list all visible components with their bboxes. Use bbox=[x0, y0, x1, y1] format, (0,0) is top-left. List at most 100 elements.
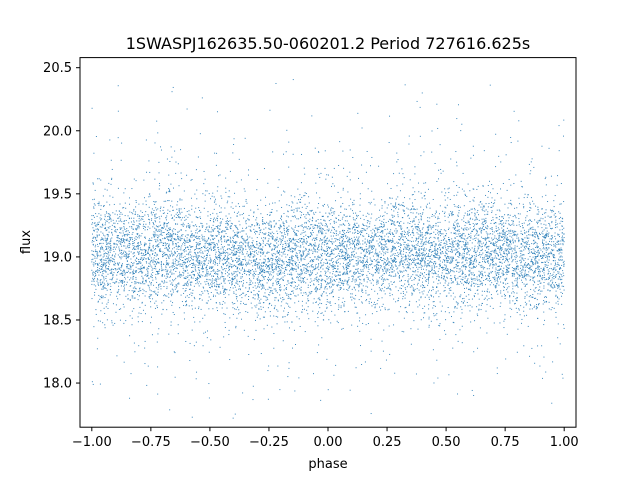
data-point bbox=[500, 247, 502, 249]
data-point bbox=[285, 236, 287, 238]
data-point bbox=[235, 308, 237, 310]
data-point bbox=[318, 249, 320, 251]
data-point bbox=[425, 232, 427, 234]
data-point bbox=[464, 227, 466, 229]
data-point bbox=[509, 307, 511, 309]
data-point bbox=[279, 285, 281, 287]
data-point bbox=[184, 244, 186, 246]
data-point bbox=[482, 185, 484, 187]
data-point bbox=[316, 352, 318, 354]
data-point bbox=[173, 263, 175, 265]
data-point bbox=[436, 180, 438, 182]
data-point bbox=[436, 319, 438, 321]
data-point bbox=[402, 298, 404, 300]
data-point bbox=[161, 242, 163, 244]
data-point bbox=[167, 229, 169, 231]
data-point bbox=[359, 283, 361, 285]
data-point bbox=[280, 289, 282, 291]
data-point bbox=[111, 178, 113, 180]
data-point bbox=[540, 282, 542, 284]
data-point bbox=[448, 282, 450, 284]
data-point bbox=[208, 225, 210, 227]
data-point bbox=[215, 251, 217, 253]
data-point bbox=[305, 265, 307, 267]
data-point bbox=[505, 295, 507, 297]
data-point bbox=[388, 261, 390, 263]
data-point bbox=[150, 260, 152, 262]
data-point bbox=[327, 267, 329, 269]
data-point bbox=[362, 240, 364, 242]
data-point bbox=[126, 260, 128, 262]
data-point bbox=[470, 285, 472, 287]
data-point bbox=[242, 253, 244, 255]
data-point bbox=[282, 222, 284, 224]
data-point bbox=[119, 232, 121, 234]
data-point bbox=[171, 295, 173, 297]
data-point bbox=[208, 397, 210, 399]
data-point bbox=[166, 273, 168, 275]
data-point bbox=[417, 226, 419, 228]
data-point bbox=[273, 347, 275, 349]
data-point bbox=[368, 253, 370, 255]
data-point bbox=[167, 276, 169, 278]
data-point bbox=[354, 224, 356, 226]
data-point bbox=[556, 284, 558, 286]
data-point bbox=[466, 253, 468, 255]
data-point bbox=[132, 276, 134, 278]
data-point bbox=[105, 277, 107, 279]
data-point bbox=[422, 258, 424, 260]
data-point bbox=[137, 299, 139, 301]
data-point bbox=[493, 322, 495, 324]
data-point bbox=[551, 227, 553, 229]
data-point bbox=[464, 274, 466, 276]
data-point bbox=[402, 265, 404, 267]
data-point bbox=[138, 234, 140, 236]
data-point bbox=[192, 235, 194, 237]
data-point bbox=[189, 281, 191, 283]
data-point bbox=[518, 308, 520, 310]
data-point bbox=[415, 373, 417, 375]
data-point bbox=[254, 230, 256, 232]
data-point bbox=[371, 313, 373, 315]
data-point bbox=[221, 273, 223, 275]
data-point bbox=[332, 268, 334, 270]
data-point bbox=[262, 284, 264, 286]
data-point bbox=[150, 282, 152, 283]
data-point bbox=[92, 237, 94, 239]
data-point bbox=[518, 309, 520, 311]
data-point bbox=[469, 267, 471, 269]
data-point bbox=[358, 177, 360, 179]
data-point bbox=[190, 281, 192, 283]
data-point bbox=[286, 221, 288, 223]
data-point bbox=[375, 269, 377, 271]
data-point bbox=[559, 251, 561, 253]
data-point bbox=[283, 224, 284, 226]
data-point bbox=[430, 244, 432, 246]
data-point bbox=[464, 276, 466, 278]
data-point bbox=[458, 225, 460, 227]
data-point bbox=[252, 286, 254, 288]
data-point bbox=[156, 245, 158, 247]
data-point bbox=[366, 264, 368, 266]
data-point bbox=[455, 233, 457, 235]
data-point bbox=[103, 239, 105, 241]
data-point bbox=[280, 215, 282, 217]
data-point bbox=[302, 278, 304, 280]
data-point bbox=[441, 274, 443, 276]
data-point bbox=[142, 271, 144, 273]
data-point bbox=[245, 248, 247, 250]
data-point bbox=[472, 238, 474, 240]
data-point bbox=[319, 299, 321, 301]
data-point bbox=[408, 256, 410, 258]
data-point bbox=[528, 271, 530, 273]
data-point bbox=[304, 195, 306, 197]
data-point bbox=[164, 254, 166, 256]
data-point bbox=[503, 289, 505, 291]
data-point bbox=[521, 238, 523, 240]
data-point bbox=[210, 239, 212, 241]
data-point bbox=[238, 288, 240, 290]
data-point bbox=[479, 228, 481, 230]
data-point bbox=[103, 259, 105, 261]
data-point bbox=[305, 255, 307, 257]
data-point bbox=[304, 272, 306, 274]
